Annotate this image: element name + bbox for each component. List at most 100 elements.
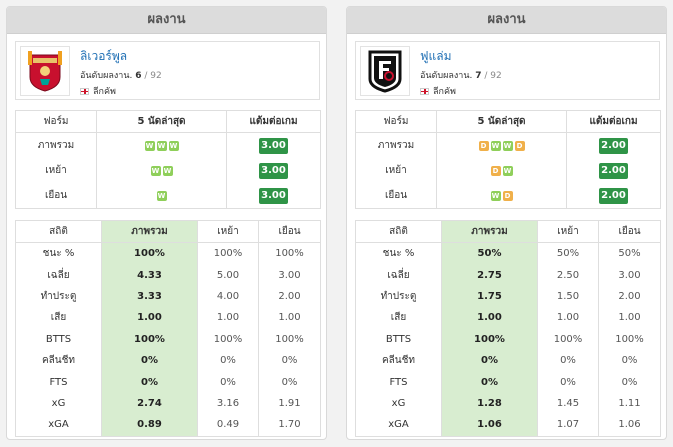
stat-overall: 0.89 [101,414,198,437]
league-name: ลีกคัพ [433,87,456,97]
stat-home: 50% [537,242,599,265]
stat-overall: 1.75 [441,285,538,308]
form-row-label: เยือน [15,183,97,209]
stat-home: 0% [197,371,259,393]
win-badge: W [502,166,513,176]
stat-label: FTS [15,371,102,393]
stats-row: ชนะ % 50% 50% 50% [355,242,661,265]
team-name-link[interactable]: ฟูแล่ม [420,49,452,63]
form-header-ppg: แต้มต่อเกม [566,110,661,133]
stat-overall: 100% [101,242,198,265]
team-rank: อันดับผลงาน. 6 / 92 [80,68,162,82]
stat-overall: 1.06 [441,414,538,437]
form-header-ppg: แต้มต่อเกม [226,110,321,133]
stats-row: ชนะ % 100% 100% 100% [15,242,321,265]
stat-overall: 0% [441,371,538,393]
stat-home: 100% [537,328,599,350]
team-league: ลีกคัพ [420,84,456,98]
stat-label: เสีย [355,307,442,329]
stat-away: 1.11 [598,392,661,415]
stat-home: 1.00 [537,307,599,329]
stat-home: 100% [197,328,259,350]
rank-label: อันดับผลงาน. [80,71,133,81]
stat-away: 0% [258,371,321,393]
stat-label: ชนะ % [15,242,102,265]
win-badge: W [490,191,501,201]
stats-row: คลีนชีท 0% 0% 0% [15,349,321,372]
stats-row: xGA 0.89 0.49 1.70 [15,414,321,437]
stats-header-label: สถิติ [15,220,102,243]
rank-value: 6 [135,71,142,81]
draw-badge: D [490,166,501,176]
stat-home: 0% [537,371,599,393]
stat-label: FTS [355,371,442,393]
ppg-badge: 2.00 [599,162,628,179]
england-flag-icon [80,87,89,95]
stat-home: 1.07 [537,414,599,437]
stat-home: 0.49 [197,414,259,437]
stats-row: เสีย 1.00 1.00 1.00 [15,307,321,329]
win-badge: W [144,141,155,151]
stat-away: 1.91 [258,392,321,415]
draw-badge: D [478,141,489,151]
stat-away: 3.00 [598,264,661,286]
stat-label: xG [15,392,102,415]
stat-label: เสีย [15,307,102,329]
fulham-crest-icon [360,46,410,96]
stats-table: สถิติ ภาพรวม เหย้า เยือน ชนะ % 50% 50% 50% เ… [355,220,661,437]
form-header-last5: 5 นัดล่าสุด [436,110,567,133]
ppg-badge: 2.00 [599,187,628,204]
stats-row: เฉลี่ย 2.75 2.50 3.00 [355,264,661,286]
stat-away: 1.06 [598,414,661,437]
stat-away: 1.70 [258,414,321,437]
stat-overall: 1.00 [101,307,198,329]
liverpool-crest-icon [20,46,70,96]
stat-home: 5.00 [197,264,259,286]
stats-row: FTS 0% 0% 0% [355,371,661,393]
stat-home: 1.50 [537,285,599,308]
panel-title: ผลงาน [7,7,326,34]
stats-row: ทำประตู 1.75 1.50 2.00 [355,285,661,308]
stat-label: ทำประตู [355,285,442,308]
stats-row: เสีย 1.00 1.00 1.00 [355,307,661,329]
win-badge: W [502,141,513,151]
stat-overall: 1.00 [441,307,538,329]
stat-overall: 100% [441,328,538,350]
stat-label: xG [355,392,442,415]
stats-header-away: เยือน [598,220,661,243]
stats-row: เฉลี่ย 4.33 5.00 3.00 [15,264,321,286]
stat-away: 100% [598,328,661,350]
team-header: ลิเวอร์พูล อันดับผลงาน. 6 / 92 ลีกคัพ [15,41,320,100]
stat-home: 100% [197,242,259,265]
rank-total: / 92 [144,71,162,81]
stat-label: ทำประตู [15,285,102,308]
stat-away: 2.00 [598,285,661,308]
ppg-badge: 3.00 [259,187,288,204]
form-row-label: ภาพรวม [15,132,97,158]
form-header-last5: 5 นัดล่าสุด [96,110,227,133]
stats-header-label: สถิติ [355,220,442,243]
stat-away: 0% [598,349,661,372]
stats-header-overall: ภาพรวม [441,220,538,243]
stat-label: xGA [15,414,102,437]
stat-overall: 2.75 [441,264,538,286]
ppg-badge: 2.00 [599,137,628,154]
rank-value: 7 [475,71,482,81]
stat-away: 0% [598,371,661,393]
rank-total: / 92 [484,71,502,81]
form-row-label: เหย้า [355,158,437,183]
stats-row: xG 1.28 1.45 1.11 [355,392,661,415]
draw-badge: D [514,141,525,151]
ppg-badge: 3.00 [259,162,288,179]
stat-label: xGA [355,414,442,437]
stat-home: 1.00 [197,307,259,329]
stat-label: คลีนชีท [15,349,102,372]
team-name-link[interactable]: ลิเวอร์พูล [80,49,128,63]
win-badge: W [490,141,501,151]
